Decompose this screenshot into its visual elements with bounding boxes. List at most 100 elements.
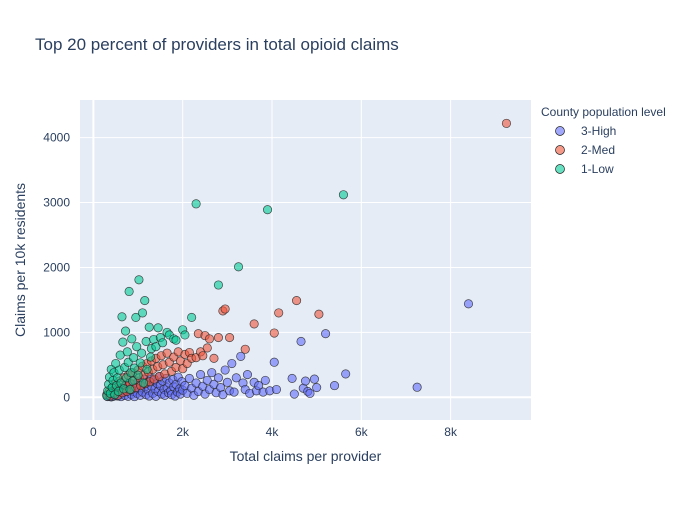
data-point[interactable]	[236, 351, 246, 361]
data-point[interactable]	[125, 384, 135, 395]
data-point[interactable]	[218, 390, 228, 400]
x-tick-label: 4k	[266, 425, 280, 439]
data-point[interactable]	[501, 118, 511, 128]
data-point[interactable]	[341, 369, 351, 379]
data-point[interactable]	[129, 353, 139, 363]
legend-label: 2-Med	[581, 143, 615, 157]
data-point[interactable]	[240, 344, 250, 354]
data-point[interactable]	[260, 375, 270, 385]
data-point[interactable]	[231, 373, 241, 383]
data-point[interactable]	[292, 296, 302, 306]
y-axis-title: Claims per 10k residents	[12, 183, 28, 337]
data-point[interactable]	[271, 384, 282, 395]
data-point[interactable]	[124, 286, 134, 297]
data-point[interactable]	[131, 312, 141, 322]
data-point[interactable]	[314, 309, 324, 319]
data-point[interactable]	[196, 370, 206, 380]
data-point[interactable]	[202, 375, 212, 385]
data-point[interactable]	[312, 382, 322, 393]
data-point[interactable]	[269, 357, 279, 367]
legend-item[interactable]: 2-Med	[555, 143, 616, 157]
data-point[interactable]	[207, 368, 217, 378]
y-tick-label: 1000	[43, 325, 70, 339]
data-point[interactable]	[296, 336, 306, 347]
data-point[interactable]	[137, 348, 147, 358]
data-point[interactable]	[213, 333, 223, 343]
data-point[interactable]	[122, 347, 132, 357]
legend: County population level 3-High 2-Med 1-Low	[541, 105, 666, 176]
data-point[interactable]	[213, 280, 223, 290]
y-tick-label: 0	[63, 390, 70, 404]
data-point[interactable]	[225, 333, 235, 343]
data-point[interactable]	[338, 190, 349, 200]
data-point[interactable]	[118, 337, 128, 347]
data-point[interactable]	[242, 370, 253, 380]
data-point[interactable]	[151, 342, 161, 352]
data-point[interactable]	[254, 381, 264, 391]
data-point[interactable]	[140, 296, 150, 306]
data-point[interactable]	[184, 373, 194, 384]
data-point[interactable]	[220, 365, 230, 375]
data-point[interactable]	[213, 373, 223, 383]
data-point[interactable]	[133, 370, 143, 380]
data-point[interactable]	[289, 389, 299, 399]
legend-marker	[555, 126, 565, 136]
data-points	[102, 118, 511, 402]
data-point[interactable]	[135, 358, 145, 368]
x-tick-label: 2k	[176, 425, 190, 439]
data-point[interactable]	[305, 388, 315, 398]
data-point[interactable]	[287, 373, 297, 384]
y-tick-label: 3000	[43, 196, 70, 210]
data-point[interactable]	[137, 308, 148, 318]
data-point[interactable]	[262, 205, 273, 215]
data-point[interactable]	[300, 376, 311, 386]
data-point[interactable]	[138, 378, 148, 388]
data-point[interactable]	[171, 335, 181, 345]
data-point[interactable]	[309, 374, 319, 384]
data-point[interactable]	[198, 351, 208, 361]
data-point[interactable]	[144, 322, 154, 332]
data-point[interactable]	[463, 299, 474, 309]
data-point[interactable]	[146, 352, 156, 362]
series-1-low	[102, 190, 349, 401]
data-point[interactable]	[220, 304, 230, 314]
data-point[interactable]	[132, 342, 142, 352]
data-point[interactable]	[180, 330, 190, 340]
data-point[interactable]	[142, 364, 152, 374]
data-point[interactable]	[158, 338, 168, 348]
y-tick-label: 2000	[43, 260, 70, 274]
data-point[interactable]	[412, 382, 422, 392]
data-point[interactable]	[274, 308, 284, 318]
data-point[interactable]	[209, 353, 219, 363]
data-point[interactable]	[191, 199, 201, 209]
x-tick-label: 8k	[444, 425, 458, 439]
data-point[interactable]	[120, 326, 131, 336]
data-point[interactable]	[233, 262, 244, 272]
data-point[interactable]	[202, 343, 212, 353]
data-point[interactable]	[229, 387, 239, 397]
legend-item[interactable]: 1-Low	[555, 162, 615, 176]
data-point[interactable]	[329, 381, 340, 391]
data-point[interactable]	[128, 376, 138, 386]
data-point[interactable]	[249, 319, 259, 329]
data-point[interactable]	[321, 329, 331, 339]
x-axis-title: Total claims per provider	[230, 448, 382, 464]
legend-marker	[555, 164, 565, 174]
data-point[interactable]	[227, 358, 237, 369]
x-tick-label: 6k	[355, 425, 369, 439]
data-point[interactable]	[127, 334, 137, 344]
data-point[interactable]	[269, 328, 279, 338]
data-point[interactable]	[204, 334, 215, 344]
data-point[interactable]	[153, 323, 163, 333]
legend-label: 1-Low	[581, 162, 614, 176]
data-point[interactable]	[141, 336, 151, 347]
data-point[interactable]	[162, 348, 172, 358]
data-point[interactable]	[129, 363, 140, 373]
chart-title: Top 20 percent of providers in total opi…	[35, 35, 399, 54]
legend-item[interactable]: 3-High	[555, 124, 617, 138]
data-point[interactable]	[187, 312, 197, 322]
data-point[interactable]	[222, 377, 232, 387]
data-point[interactable]	[134, 275, 144, 285]
data-point[interactable]	[117, 312, 127, 322]
